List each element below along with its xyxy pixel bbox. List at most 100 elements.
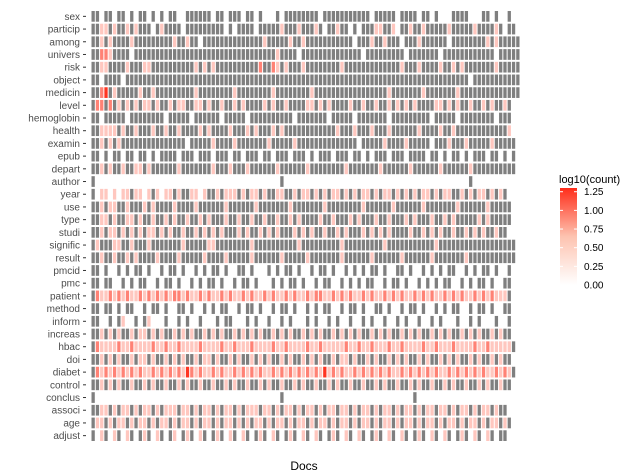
heatmap-cell [438, 379, 443, 391]
heatmap-cell [451, 112, 456, 124]
heatmap-cell [413, 49, 417, 60]
heatmap-cell [121, 23, 125, 35]
heatmap-cell [293, 341, 297, 353]
heatmap-cell [357, 341, 361, 353]
heatmap-cell [275, 11, 280, 22]
heatmap-cell [117, 36, 121, 48]
heatmap-cell [275, 49, 280, 60]
heatmap-cell [155, 252, 160, 264]
heatmap-cell [353, 138, 357, 149]
heatmap-cell [374, 138, 378, 149]
heatmap-cell [104, 303, 108, 314]
heatmap-cell [408, 265, 413, 276]
heatmap-cell [383, 265, 387, 276]
heatmap-cell [280, 36, 284, 48]
heatmap-cell [499, 328, 503, 340]
heatmap-cell [314, 227, 318, 238]
heatmap-cell [490, 74, 494, 86]
heatmap-cell [451, 23, 456, 35]
heatmap-cell [280, 112, 284, 124]
heatmap-cell [366, 112, 370, 124]
heatmap-cell [185, 99, 190, 111]
heatmap-cell [486, 36, 490, 48]
heatmap-cell [177, 277, 181, 289]
heatmap-cell [164, 227, 168, 238]
heatmap-cell [344, 379, 348, 391]
heatmap-cell [447, 23, 451, 35]
heatmap-cell [293, 366, 297, 378]
heatmap-cell [331, 163, 336, 175]
heatmap-cell [340, 303, 344, 314]
heatmap-cell [430, 23, 434, 35]
heatmap-cell [224, 354, 228, 365]
heatmap-cell [434, 49, 438, 60]
heatmap-cell [374, 290, 378, 302]
heatmap-cell [267, 239, 271, 251]
heatmap-cell [387, 303, 391, 314]
heatmap-cell [426, 188, 430, 200]
heatmap-cell [494, 366, 499, 378]
heatmap-cell [404, 125, 408, 137]
heatmap-cell [284, 125, 288, 137]
heatmap-cell [220, 417, 224, 429]
heatmap-cell [486, 188, 490, 200]
heatmap-cell [507, 36, 511, 48]
heatmap-cell [331, 239, 336, 251]
heatmap-cell [370, 36, 374, 48]
heatmap-cell [117, 290, 121, 302]
heatmap-cell [280, 49, 284, 60]
heatmap-cell [228, 36, 233, 48]
heatmap-cell [413, 23, 417, 35]
heatmap-cell [138, 61, 142, 73]
heatmap-cell [233, 36, 237, 48]
heatmap-cell [430, 163, 434, 175]
heatmap-cell [241, 36, 245, 48]
heatmap-cell [490, 417, 494, 429]
heatmap-cell [408, 417, 413, 429]
heatmap-cell [194, 188, 198, 200]
heatmap-cell [190, 290, 194, 302]
heatmap-cell [142, 430, 147, 441]
heatmap-cell [473, 227, 477, 238]
heatmap-cell [104, 23, 108, 35]
heatmap-cell [464, 341, 469, 353]
heatmap-cell [434, 150, 438, 162]
heatmap-cell [228, 252, 233, 264]
heatmap-cell [190, 366, 194, 378]
heatmap-cell [125, 125, 130, 137]
heatmap-cell [361, 328, 366, 340]
heatmap-cell [413, 417, 417, 429]
heatmap-cell [387, 214, 391, 225]
heatmap-cell [413, 214, 417, 225]
heatmap-cell [404, 379, 408, 391]
heatmap-cell [280, 328, 284, 340]
heatmap-cell [177, 163, 181, 175]
heatmap-cell [280, 138, 284, 149]
heatmap-cell [147, 74, 151, 86]
heatmap-cell [194, 417, 198, 429]
heatmap-cell [134, 36, 138, 48]
heatmap-cell [164, 87, 168, 98]
heatmap-cell [241, 252, 245, 264]
heatmap-cell [168, 125, 173, 137]
heatmap-cell [383, 61, 387, 73]
heatmap-cell [301, 239, 305, 251]
heatmap-cell [408, 366, 413, 378]
heatmap-cell [280, 74, 284, 86]
heatmap-cell [481, 252, 486, 264]
heatmap-cell [370, 61, 374, 73]
heatmap-cell [404, 11, 408, 22]
heatmap-cell [263, 430, 267, 441]
heatmap-cell [198, 341, 203, 353]
heatmap-cell [293, 239, 297, 251]
heatmap-cell [108, 125, 112, 137]
heatmap-cell [293, 417, 297, 429]
heatmap-cell [125, 328, 130, 340]
heatmap-cell [314, 87, 318, 98]
heatmap-cell [396, 341, 400, 353]
heatmap-cell [460, 214, 464, 225]
heatmap-cell [190, 227, 194, 238]
heatmap-cell [297, 61, 301, 73]
heatmap-cell [288, 265, 293, 276]
heatmap-cell [353, 328, 357, 340]
